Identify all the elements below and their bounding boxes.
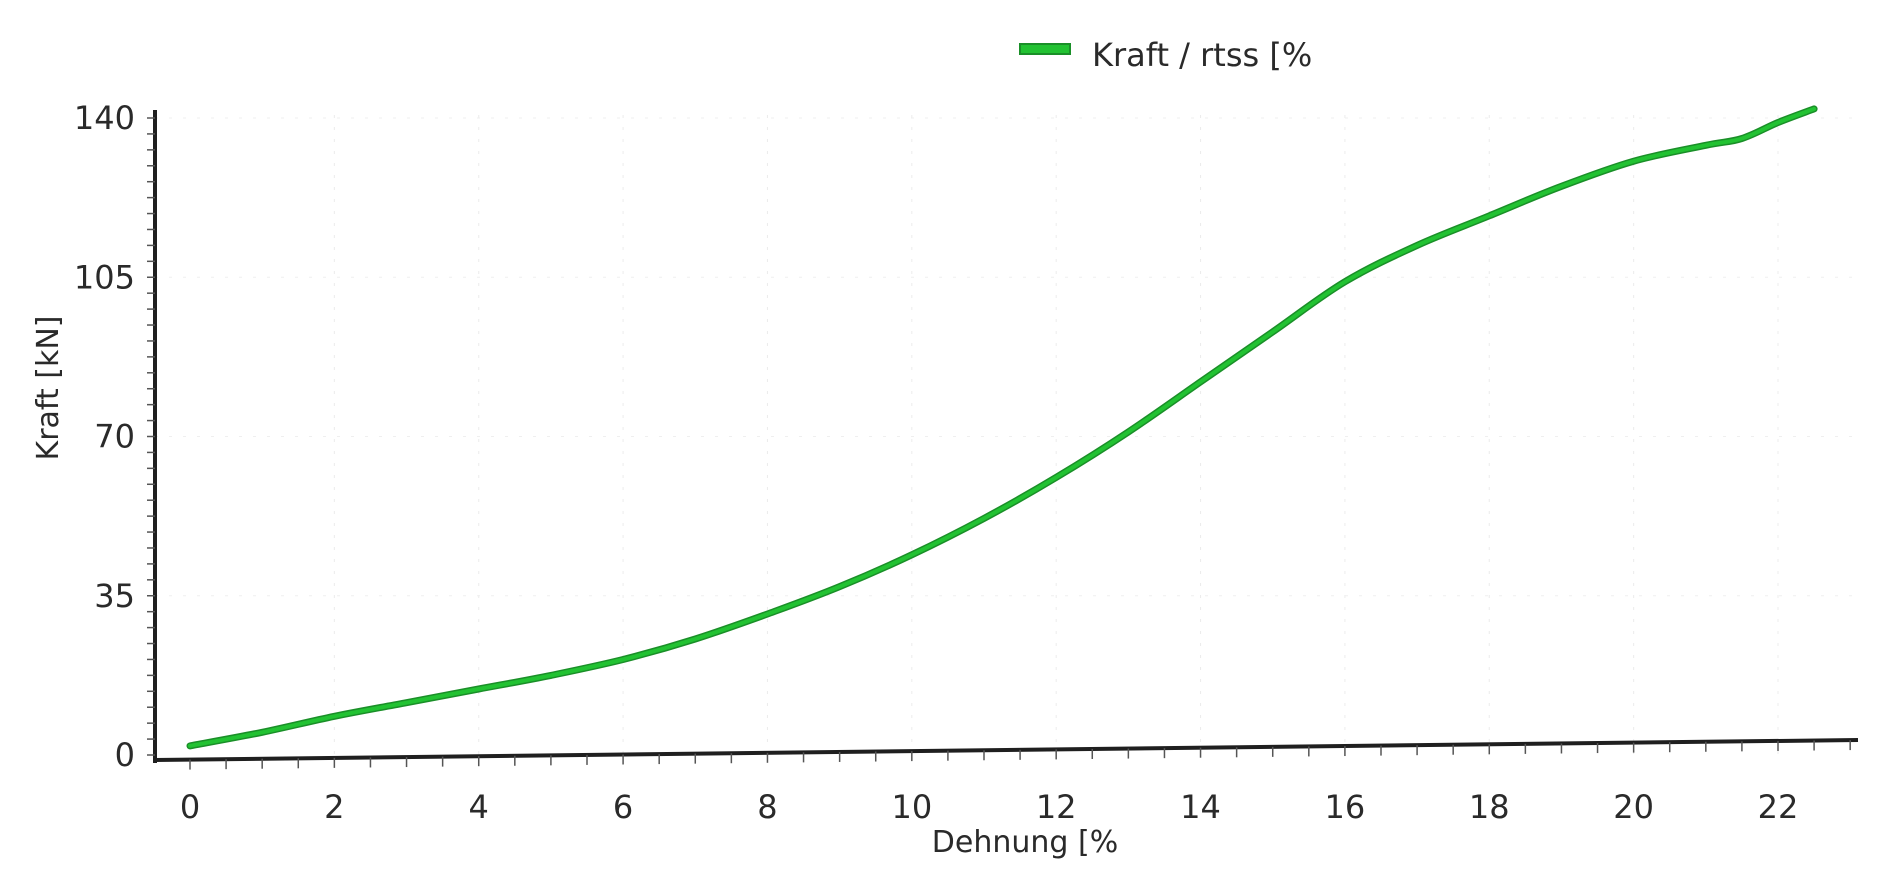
- series-layer: [186, 105, 1818, 750]
- series-line: [188, 106, 1817, 748]
- axis-layer: [147, 110, 1859, 770]
- x-tick-label: 10: [891, 788, 932, 826]
- y-tick-label: 70: [94, 418, 135, 456]
- y-axis-title: Kraft [kN]: [31, 316, 66, 461]
- x-tick-label: 20: [1613, 788, 1654, 826]
- legend: Kraft / rtss [%: [1019, 36, 1312, 74]
- x-tick-label: 16: [1325, 788, 1366, 826]
- y-tick-label: 35: [94, 577, 135, 615]
- x-tick-label: 12: [1036, 788, 1077, 826]
- x-tick-label: 14: [1180, 788, 1221, 826]
- x-tick-label: 4: [469, 788, 489, 826]
- x-tick-label: 2: [324, 788, 344, 826]
- x-tick-label: 0: [180, 788, 200, 826]
- series-line-outline: [186, 105, 1818, 750]
- y-tick-label: 140: [74, 99, 135, 137]
- x-axis-title: Dehnung [%: [932, 825, 1118, 860]
- y-tick-label: 105: [74, 258, 135, 296]
- x-axis-line: [154, 738, 1859, 762]
- x-tick-label: 6: [613, 788, 633, 826]
- y-tick-label: 0: [115, 736, 135, 774]
- grid-layer: [155, 115, 1855, 755]
- label-layer: 0 35 70 105 140 0 2 4 6 8 10 12 14 16 18 20 22 Dehnung [%…: [31, 99, 1798, 860]
- legend-swatch: [1019, 43, 1071, 55]
- x-tick-label: 8: [757, 788, 777, 826]
- x-tick-label: 18: [1469, 788, 1510, 826]
- x-tick-label: 22: [1758, 788, 1799, 826]
- legend-label: Kraft / rtss [%: [1092, 36, 1312, 74]
